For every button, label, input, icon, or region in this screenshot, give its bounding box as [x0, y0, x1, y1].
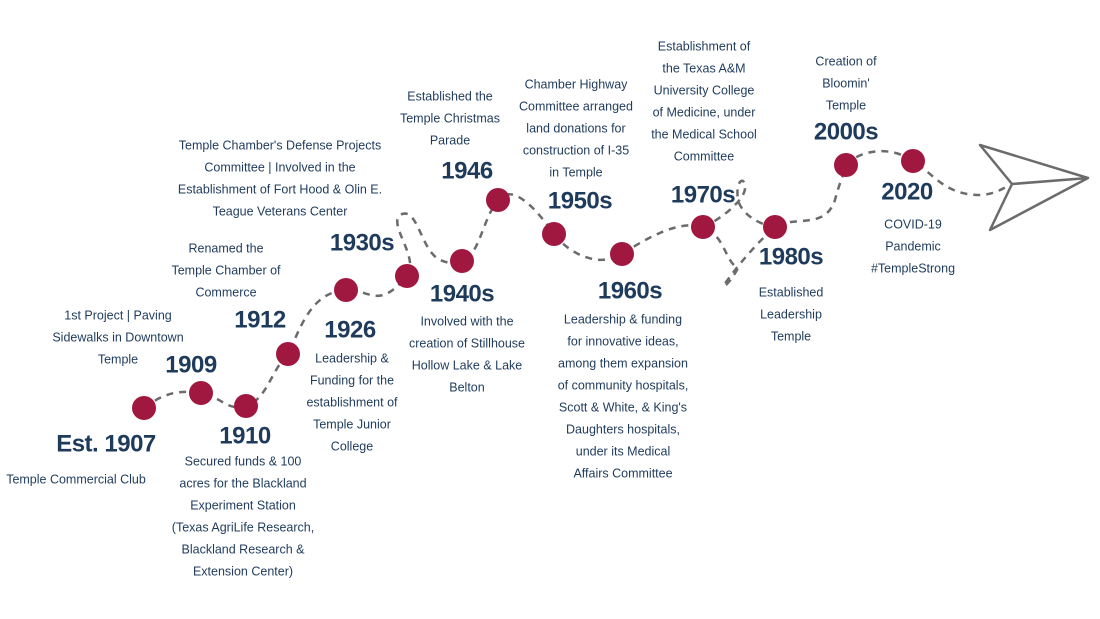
event-description: Funding for the [310, 373, 394, 387]
event-year: 1960s [598, 277, 662, 304]
event-description: Committee arranged [519, 99, 633, 113]
event-year: 2020 [881, 178, 933, 205]
event-description: Establishment of [658, 39, 751, 53]
event-description: Renamed the [188, 241, 263, 255]
event-year: 1910 [219, 422, 271, 449]
event-description: Establishment of Fort Hood & Olin E. [178, 182, 382, 196]
event-description: Parade [430, 133, 470, 147]
event-year: 1980s [759, 243, 823, 270]
event-description: Daughters hospitals, [566, 422, 680, 436]
event-year: 1950s [548, 187, 612, 214]
timeline-dot [132, 396, 156, 420]
event-description: Temple Chamber of [171, 263, 281, 277]
event-description: establishment of [306, 395, 398, 409]
event-description: Hollow Lake & Lake [412, 358, 523, 372]
event-description: COVID-19 [884, 217, 942, 231]
timeline-dot [763, 215, 787, 239]
timeline-dot [691, 215, 715, 239]
timeline-dot [486, 188, 510, 212]
event-description: the Texas A&M [662, 61, 745, 75]
event-description: Temple Commercial Club [6, 472, 146, 486]
event-description: University College [654, 83, 755, 97]
event-description: Established the [407, 89, 493, 103]
timeline-dot [834, 153, 858, 177]
event-description: Temple Chamber's Defense Projects [179, 138, 381, 152]
event-description: Leadership & funding [564, 312, 682, 326]
event-description: Leadership [760, 307, 822, 321]
event-description: (Texas AgriLife Research, [172, 520, 314, 534]
event-description: Creation of [815, 54, 877, 68]
event-year: 1909 [165, 351, 217, 378]
event-year: 1912 [234, 306, 286, 333]
timeline-dot [901, 149, 925, 173]
event-description: creation of Stillhouse [409, 336, 525, 350]
event-description: under its Medical [576, 444, 671, 458]
event-description: Teague Veterans Center [213, 204, 348, 218]
events: Est. 1907 Temple Commercial Club 1909 1st P… [6, 39, 955, 578]
timeline-dot [450, 249, 474, 273]
event-description: Extension Center) [193, 564, 293, 578]
timeline-dot [276, 342, 300, 366]
timeline-dot [334, 278, 358, 302]
event-description: Sidewalks in Downtown [52, 330, 183, 344]
event-description: land donations for [526, 121, 625, 135]
event-description: of community hospitals, [558, 378, 689, 392]
timeline-dot [395, 264, 419, 288]
event-year: 2000s [814, 118, 878, 145]
event-description: Leadership & [315, 351, 389, 365]
event-description: of Medicine, under [653, 105, 756, 119]
event-description: the Medical School [651, 127, 757, 141]
event-description: Temple [771, 329, 811, 343]
event-description: College [331, 439, 373, 453]
event-year: 1970s [671, 181, 735, 208]
event-description: in Temple [549, 165, 602, 179]
event-year: Est. 1907 [56, 430, 156, 457]
event-description: Committee | Involved in the [204, 160, 355, 174]
event-year: 1940s [430, 280, 494, 307]
timeline-dot [234, 394, 258, 418]
loop-1970s [702, 179, 776, 229]
timeline-dot [542, 222, 566, 246]
event-description: Temple [98, 352, 138, 366]
paper-plane [978, 143, 1090, 232]
event-description: for innovative ideas, [567, 334, 678, 348]
event-description: Temple [826, 98, 866, 112]
timeline-dot [189, 381, 213, 405]
event-description: among them expansion [558, 356, 688, 370]
event-description: Established [759, 285, 824, 299]
event-year: 1930s [330, 229, 394, 256]
event-description: Commerce [195, 285, 256, 299]
event-description: construction of I-35 [523, 143, 629, 157]
event-description: Blackland Research & [182, 542, 306, 556]
event-description: #TempleStrong [871, 261, 955, 275]
event-year: 1926 [324, 316, 376, 343]
timeline-dot [610, 242, 634, 266]
event-description: Scott & White, & King's [559, 400, 687, 414]
event-description: Belton [449, 380, 484, 394]
event-description: Pandemic [885, 239, 941, 253]
event-year: 1946 [441, 157, 493, 184]
event-description: Secured funds & 100 [185, 454, 302, 468]
event-description: Chamber Highway [525, 77, 629, 91]
event-description: acres for the Blackland [179, 476, 306, 490]
event-description: Committee [674, 149, 734, 163]
event-description: Affairs Committee [573, 466, 672, 480]
event-description: 1st Project | Paving [64, 308, 172, 322]
event-description: Temple Junior [313, 417, 391, 431]
event-description: Involved with the [420, 314, 513, 328]
event-description: Bloomin' [822, 76, 870, 90]
event-description: Experiment Station [190, 498, 296, 512]
event-description: Temple Christmas [400, 111, 500, 125]
